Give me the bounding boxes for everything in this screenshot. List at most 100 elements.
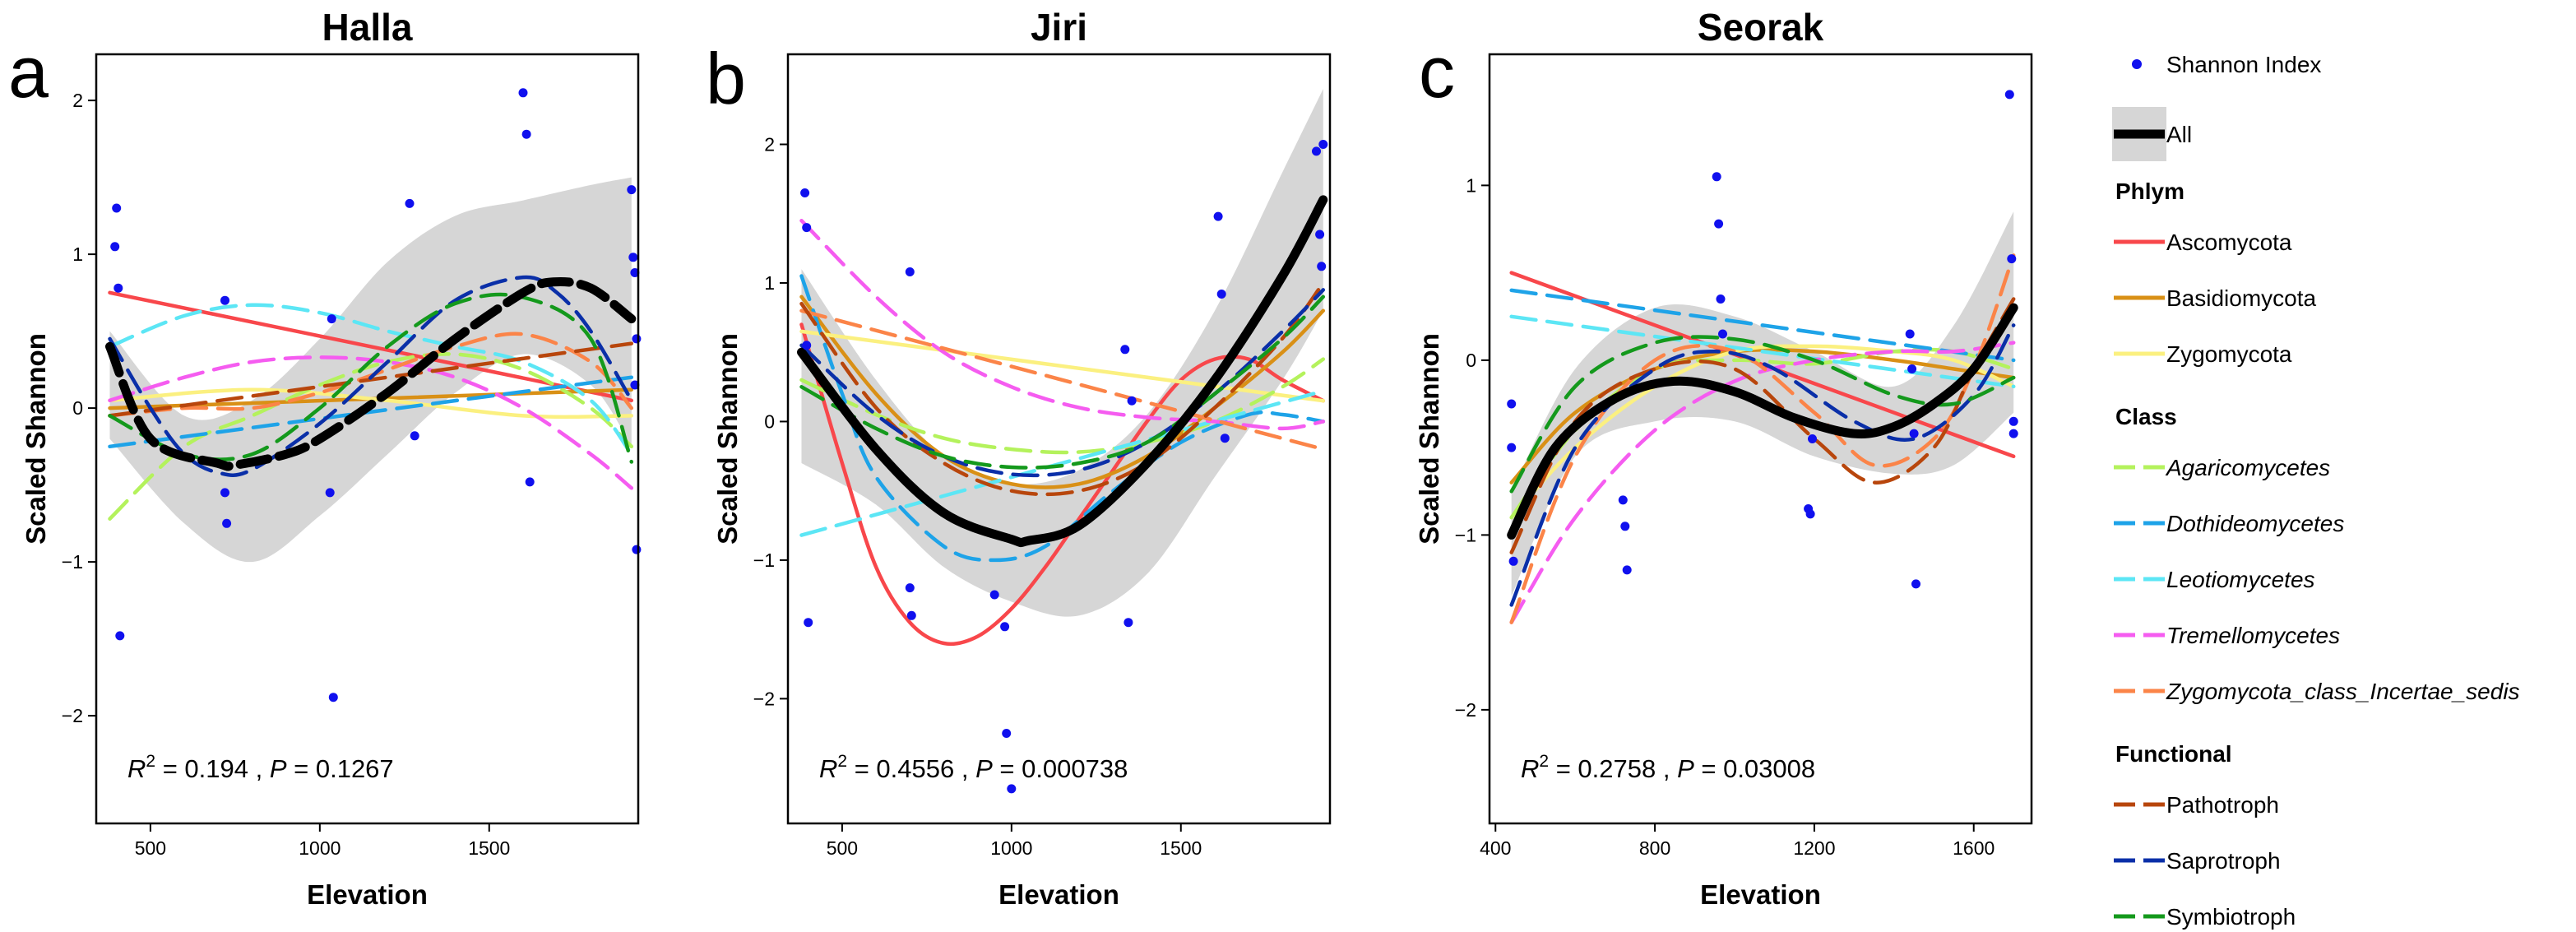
data-point [2007,254,2017,264]
x-tick-label: 1000 [990,837,1032,859]
data-point [802,223,812,233]
panel-letter: c [1419,31,1455,113]
data-point [112,203,122,213]
panel-halla: 500 1000 1500 −2 −1 0 1 2 Halla a Elevation Scaled … [8,6,642,910]
legend-item-saprotroph: Saprotroph [2166,848,2281,874]
trend-line-zygomycota-class-incertae-sedis [108,332,634,418]
panel-jiri: 500 1000 1500 −2 −1 0 1 2 Jiri b Elevation Scaled S… [706,6,1332,910]
data-point [1317,262,1327,271]
data-point [630,380,640,390]
data-point [1216,290,1226,299]
trend-line-symbiotroph [799,294,1326,470]
data-point [410,431,419,441]
data-point [1714,219,1724,229]
legend-group-title-phlym: Phlym [2115,179,2185,204]
confidence-band [801,89,1323,617]
trend-line-agaricomycetes [108,352,634,521]
data-point [110,242,120,252]
legend-group-title-class: Class [2115,404,2177,429]
x-tick-label: 1000 [299,837,341,859]
x-axis-label: Elevation [1700,879,1821,910]
trend-line-tremellomycetes [799,218,1326,431]
legend-item-tremellomycetes: Tremellomycetes [2166,623,2340,648]
data-point [1507,443,1517,452]
x-tick-label: 1600 [1953,837,1995,859]
legend-item-ascomycota: Ascomycota [2166,230,2292,255]
legend-item-zygomycota: Zygomycota [2166,341,2292,367]
data-point [525,477,535,487]
stats-annotation: R2 = 0.4556 , P = 0.000738 [819,752,1128,783]
legend-all-label: All [2166,122,2192,147]
data-point [906,610,916,620]
legend-shannon-dot [2132,59,2142,69]
x-tick-label: 1500 [468,837,510,859]
trend-line-leotiomycetes [799,389,1326,537]
x-axis-label: Elevation [307,879,428,910]
y-tick-label: 0 [72,397,83,419]
y-tick-label: 2 [764,134,775,155]
trend-line-saprotroph [108,275,634,477]
trend-line-all [105,276,637,471]
data-point [1620,522,1630,531]
legend: Shannon Index All Phlym Ascomycota Basidiomy… [2112,52,2520,930]
trend-line-zygomycota [108,387,634,420]
legend-item-dothideomycetes: Dothideomycetes [2166,511,2344,536]
data-point [632,545,642,554]
confidence-band [109,177,632,563]
y-tick-label: −2 [753,688,775,709]
panel-seorak: 400 800 1200 1600 −2 −1 0 1 Seorak c Elevation Scal… [1414,6,2033,910]
data-point [1907,364,1917,373]
data-point [1002,729,1012,738]
trend-line-agaricomycetes [799,357,1326,455]
data-point [1622,565,1632,575]
x-tick-label: 500 [135,837,166,859]
y-tick-label: 1 [764,272,775,294]
trend-line-all [1507,303,2018,540]
y-axis-label: Scaled Shannon [712,333,743,545]
legend-item-basidiomycota: Basidiomycota [2166,285,2317,311]
panel-title: Jiri [1031,6,1087,49]
trend-line-tremellomycetes [1509,341,2016,624]
x-tick-label: 1200 [1793,837,1835,859]
trend-line-zygomycota-class-incertae-sedis [799,308,1326,452]
plot-frame [1488,53,2033,825]
data-point [905,267,915,276]
data-point [1120,345,1130,355]
stats-annotation: R2 = 0.2758 , P = 0.03008 [1521,752,1815,783]
y-tick-label: 2 [72,90,83,111]
legend-item-zygomycota-class-incertae-sedis: Zygomycota_class_Incertae_sedis [2166,679,2520,704]
data-point [1911,579,1920,589]
data-point [1220,434,1230,443]
data-point [1712,172,1721,182]
legend-group-title-functional: Functional [2115,741,2232,767]
data-point [328,693,338,702]
data-point [1124,618,1133,628]
y-tick-label: −1 [753,549,775,571]
data-point [1007,784,1017,794]
trend-line-dothideomycetes [108,375,634,449]
trend-line-basidiomycota [799,294,1326,489]
legend-item-agaricomycetes: Agaricomycetes [2165,455,2330,480]
y-tick-label: −1 [62,551,83,573]
x-tick-label: 1500 [1160,837,1202,859]
x-tick-label: 800 [1639,837,1670,859]
y-tick-label: 1 [1466,174,1476,196]
legend-item-leotiomycetes: Leotiomycetes [2166,567,2315,592]
data-point [1805,509,1815,519]
data-point [220,295,229,305]
panel-letter: b [706,38,746,119]
data-point [632,334,642,344]
legend-shannon-label: Shannon Index [2166,52,2321,77]
data-point [1318,140,1328,149]
data-point [325,488,335,498]
stats-annotation: R2 = 0.194 , P = 0.1267 [127,752,394,783]
trend-line-symbiotroph [108,292,634,464]
data-point [1808,434,1817,443]
trend-line-saprotroph [799,288,1326,478]
data-point [800,188,810,197]
y-tick-label: 1 [72,243,83,265]
data-point [1213,211,1223,221]
data-point [802,341,812,350]
data-point [222,518,232,528]
data-point [627,185,637,195]
